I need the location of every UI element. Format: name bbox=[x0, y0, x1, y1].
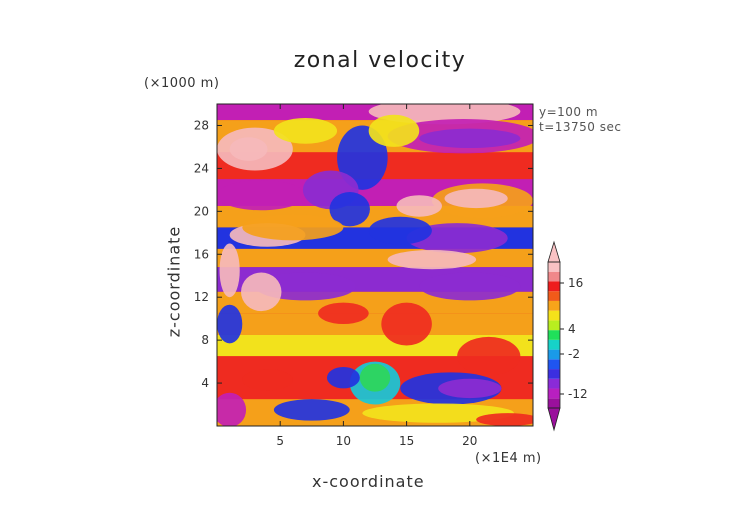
colorbar-swatch bbox=[548, 388, 560, 399]
colorbar-swatch bbox=[548, 339, 560, 350]
field-blob bbox=[217, 180, 306, 211]
field-blob bbox=[229, 137, 268, 161]
colorbar-arrow-top bbox=[547, 240, 561, 263]
colorbar-swatch bbox=[548, 300, 560, 311]
colorbar-swatch bbox=[548, 359, 560, 370]
field-band bbox=[217, 313, 533, 335]
field-blob bbox=[406, 223, 508, 254]
field-blob bbox=[326, 366, 360, 389]
x-tick-label: 20 bbox=[462, 434, 477, 448]
field-blob bbox=[419, 128, 521, 149]
x-tick-label: 15 bbox=[399, 434, 414, 448]
chart-title: zonal velocity bbox=[293, 48, 467, 73]
field-blob bbox=[329, 192, 370, 227]
x-tick-label: 5 bbox=[276, 434, 284, 448]
x-axis-label: x-coordinate bbox=[312, 472, 425, 491]
field-blob bbox=[217, 392, 247, 426]
plot-frame bbox=[216, 103, 534, 427]
field-band bbox=[217, 334, 533, 357]
colorbar-swatch bbox=[548, 378, 560, 389]
annotation-time: t=13750 sec bbox=[539, 120, 622, 134]
colorbar-swatch bbox=[548, 320, 560, 331]
colorbar-swatch bbox=[548, 349, 560, 360]
field-blob bbox=[273, 399, 350, 421]
colorbar-swatch bbox=[548, 330, 560, 340]
colorbar-swatch bbox=[548, 291, 560, 301]
y-tick-label: 8 bbox=[201, 333, 209, 347]
y-tick-label: 4 bbox=[201, 376, 209, 390]
field-blob bbox=[242, 369, 293, 391]
axes: 5 10 15 20 4 8 12 16 20 24 28 bbox=[194, 104, 533, 448]
field-blob bbox=[444, 188, 508, 209]
y-tick-label: 20 bbox=[194, 204, 209, 218]
field-blob bbox=[337, 125, 388, 190]
field-blob bbox=[438, 378, 502, 399]
field-blob bbox=[381, 302, 432, 346]
colorbar-tick-label: 16 bbox=[568, 276, 583, 290]
colorbar-frame bbox=[547, 261, 561, 409]
colorbar-swatch bbox=[548, 262, 560, 272]
y-tick-label: 24 bbox=[194, 161, 209, 175]
field-blob bbox=[368, 114, 420, 147]
field-blob bbox=[273, 117, 338, 144]
y-tick-label: 16 bbox=[194, 247, 209, 261]
colorbar-swatch bbox=[548, 281, 560, 292]
field-blob bbox=[419, 272, 521, 301]
field-blob bbox=[396, 195, 442, 217]
colorbar-tick-label: -2 bbox=[568, 347, 580, 361]
field-blob bbox=[219, 243, 240, 298]
colorbar-tick-label: -12 bbox=[568, 387, 588, 401]
y-unit-label: (×1000 m) bbox=[144, 76, 220, 91]
colorbar-tick-label: 4 bbox=[568, 322, 576, 336]
colorbar-swatch bbox=[548, 398, 560, 408]
field-blob bbox=[318, 302, 369, 325]
field-band bbox=[217, 248, 533, 268]
colorbar-swatch bbox=[548, 369, 560, 379]
x-tick-label: 10 bbox=[336, 434, 351, 448]
colorbar-swatch bbox=[548, 271, 560, 282]
field-blob bbox=[457, 336, 521, 376]
field-blob bbox=[368, 216, 432, 245]
field-blob bbox=[476, 413, 533, 426]
field-blob bbox=[362, 403, 515, 423]
x-unit-label: (×1E4 m) bbox=[475, 451, 542, 466]
field-blob bbox=[387, 249, 477, 270]
field-blob bbox=[242, 214, 344, 241]
colorbar-swatch bbox=[548, 310, 560, 321]
y-tick-label: 28 bbox=[194, 118, 209, 132]
colorbar-arrow-bottom bbox=[547, 407, 561, 432]
field-blob bbox=[359, 363, 391, 392]
field-blob bbox=[241, 272, 282, 312]
colorbar: 16 4 -2 -12 bbox=[547, 240, 588, 432]
annotation-y: y=100 m bbox=[539, 105, 599, 119]
heatmap-field bbox=[217, 104, 533, 426]
y-tick-label: 12 bbox=[194, 290, 209, 304]
field-blob bbox=[217, 304, 243, 344]
